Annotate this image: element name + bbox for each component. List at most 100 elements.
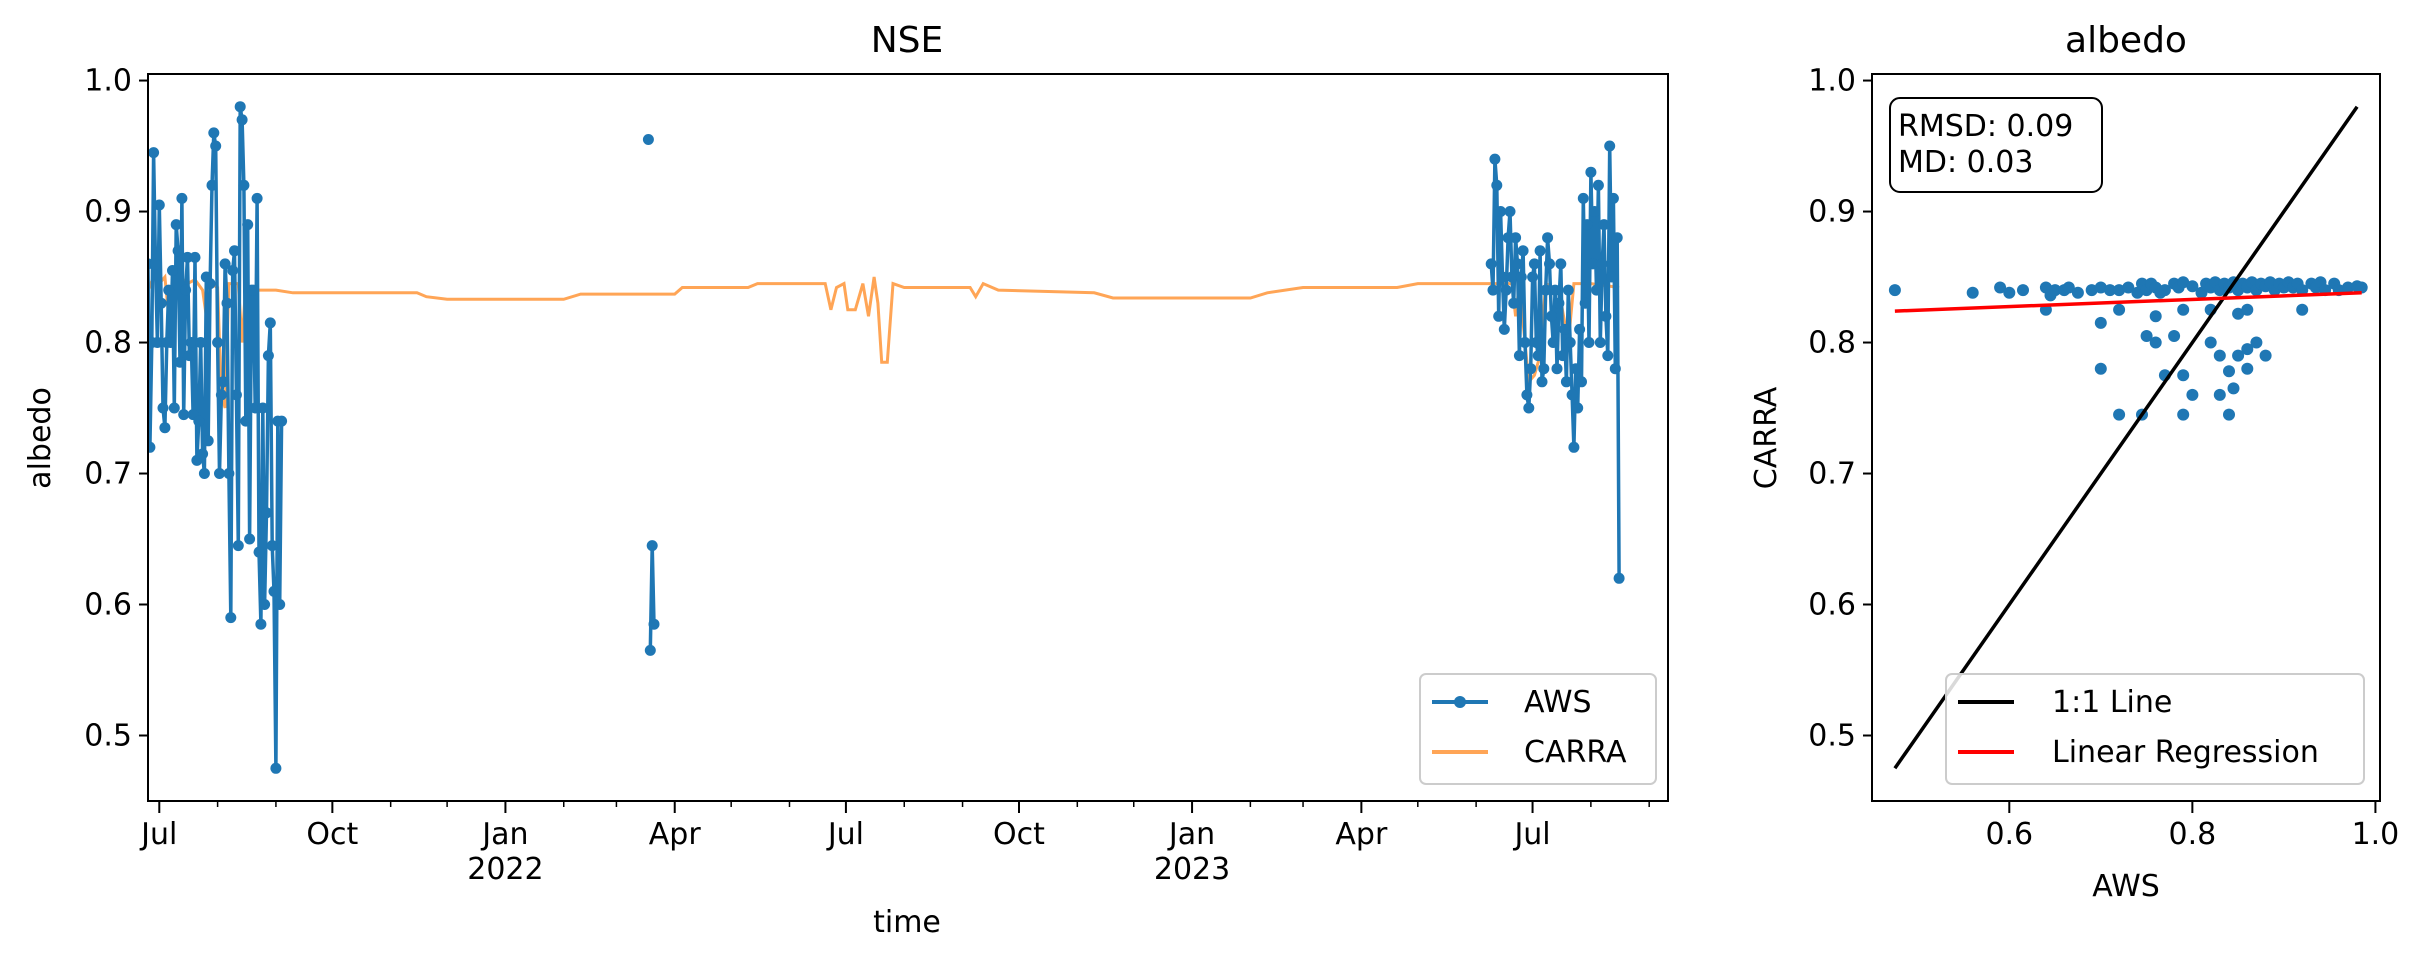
carra-series-line: [148, 273, 1620, 409]
aws-point: [212, 337, 224, 348]
timeseries-xtick-label: Apr: [1335, 817, 1388, 852]
scatter-point: [2113, 284, 2126, 297]
scatter-point: [2049, 284, 2062, 297]
aws-point: [642, 134, 654, 145]
aws-point: [1542, 232, 1554, 244]
aws-point: [259, 599, 271, 610]
aws-point: [172, 245, 184, 257]
aws-point: [210, 140, 222, 152]
aws-point: [276, 415, 288, 427]
timeseries-xtick-label: Oct: [306, 817, 358, 852]
scatter-point: [2223, 408, 2235, 421]
scatter-plot-area: [1888, 105, 2368, 770]
scatter-point: [2071, 286, 2084, 299]
aws-point: [1544, 258, 1555, 270]
timeseries-xtick-label: Apr: [649, 817, 702, 852]
aws-point: [1545, 310, 1557, 322]
aws-point: [1510, 232, 1522, 244]
aws-point: [261, 507, 272, 519]
aws-point: [1525, 363, 1537, 375]
scatter-xlabel: AWS: [2092, 869, 2160, 904]
timeseries-ytick-label: 0.5: [84, 719, 132, 754]
aws-point: [167, 265, 178, 276]
scatter-point: [2177, 303, 2190, 316]
timeseries-xtick-label: Oct: [993, 817, 1045, 852]
scatter-ytick-label: 0.7: [1808, 457, 1856, 492]
aws-point: [1485, 258, 1497, 270]
aws-series-line: [648, 545, 656, 651]
aws-point: [1557, 350, 1569, 362]
aws-point: [1559, 323, 1570, 335]
scatter-point: [2158, 284, 2171, 297]
aws-point: [253, 546, 265, 558]
scatter-point: [2213, 349, 2226, 362]
timeseries-plot-area: [148, 101, 1625, 774]
aws-point: [1613, 572, 1625, 584]
aws-point: [1607, 192, 1619, 204]
aws-point: [195, 337, 207, 348]
scatter-ytick-label: 1.0: [1808, 64, 1856, 99]
scatter-point: [2094, 281, 2107, 294]
aws-point: [1572, 402, 1584, 414]
aws-point: [198, 468, 210, 479]
aws-point: [1592, 179, 1604, 191]
aws-point: [1568, 441, 1580, 453]
scatter-point: [2232, 349, 2245, 362]
scatter-point: [2232, 307, 2245, 320]
aws-point: [1498, 323, 1510, 335]
aws-point: [1528, 258, 1540, 270]
scatter-point: [2094, 362, 2107, 375]
aws-point: [1555, 258, 1567, 270]
scatter-yticks: 0.5 0.6 0.7 0.8 0.9 1.0: [1808, 64, 1872, 754]
scatter-point: [2296, 303, 2309, 316]
scatter-point: [2094, 316, 2107, 329]
scatter-point: [2131, 286, 2144, 299]
scatter-point: [2186, 280, 2199, 293]
aws-point: [244, 533, 256, 545]
scatter-panel: albedo CARRA AWS 0.6 0.8 1.0 0.50.60.70.80…: [1749, 20, 2399, 904]
aws-point: [1549, 284, 1561, 296]
scatter-legend: 1:1 Line Linear Regression: [1945, 673, 2365, 785]
scatter-point: [2204, 336, 2217, 349]
aws-point: [1497, 271, 1508, 283]
scatter-point: [2241, 362, 2254, 375]
aws-point: [208, 127, 220, 139]
legend-regression-label: Linear Regression: [2052, 735, 2319, 770]
aws-point: [266, 540, 278, 552]
identity-line: [1893, 105, 2359, 770]
regression-line: [1894, 291, 2362, 313]
scatter-ytick-label: 0.5: [1808, 719, 1856, 754]
aws-point: [1489, 153, 1501, 165]
timeseries-yticks: 0.5 0.6 0.7 0.8 0.9 1.0: [84, 64, 148, 754]
scatter-point: [1888, 284, 1901, 297]
aws-point: [1536, 376, 1548, 388]
aws-point: [1604, 140, 1616, 152]
aws-point: [1600, 310, 1612, 322]
aws-point: [204, 278, 216, 290]
aws-point: [1581, 219, 1593, 231]
aws-point: [1530, 337, 1542, 348]
scatter-point: [1994, 281, 2007, 294]
aws-point: [274, 599, 286, 610]
aws-point: [1589, 206, 1601, 217]
scatter-point: [2241, 303, 2254, 316]
timeseries-xtick-year: 2023: [1154, 852, 1230, 887]
aws-point: [262, 350, 274, 362]
scatter-xtick-label: 1.0: [2352, 817, 2400, 852]
scatter-point: [2062, 281, 2075, 294]
timeseries-xtick-year: 2022: [467, 852, 543, 887]
aws-point: [1491, 179, 1503, 191]
aws-point: [227, 265, 239, 276]
aws-point: [153, 199, 165, 211]
timeseries-ytick-label: 0.6: [84, 588, 132, 623]
aws-point: [264, 317, 276, 329]
timeseries-xtick-label: Jan: [1167, 817, 1215, 852]
aws-point: [1551, 363, 1563, 375]
scatter-point: [2342, 281, 2354, 294]
scatter-legend-box: [1945, 673, 2365, 785]
scatter-ylabel: CARRA: [1749, 386, 1784, 489]
aws-point: [1513, 350, 1525, 362]
aws-point: [197, 448, 209, 460]
scatter-point: [2355, 281, 2368, 294]
